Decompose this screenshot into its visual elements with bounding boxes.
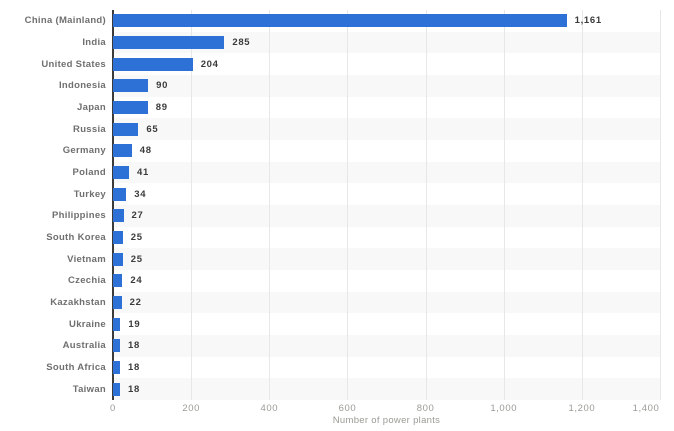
category-label: Germany — [62, 145, 106, 157]
bar-south-korea — [113, 231, 123, 244]
row-stripe — [113, 31, 660, 54]
gridline — [191, 10, 193, 400]
gridline — [503, 10, 505, 400]
row-stripe — [113, 378, 660, 400]
value-label: 18 — [128, 340, 140, 352]
x-axis-tick-label: 1,000 — [490, 403, 518, 414]
value-label: 204 — [200, 58, 219, 70]
gridline — [269, 10, 271, 400]
gridline — [347, 10, 349, 400]
category-label: China (Mainland) — [24, 15, 106, 27]
x-axis-tick-label: 0 — [110, 403, 116, 414]
x-axis-tick-label: 200 — [182, 403, 200, 414]
bar-turkey — [113, 187, 127, 201]
bar-germany — [113, 144, 132, 158]
bar-australia — [113, 339, 121, 353]
value-label: 19 — [128, 318, 141, 330]
category-label: Japan — [77, 101, 106, 113]
x-axis-title: Number of power plants — [332, 415, 441, 426]
category-label: Indonesia — [58, 80, 106, 92]
bar-poland — [113, 166, 130, 179]
bar-indonesia — [113, 79, 149, 93]
value-label: 89 — [155, 101, 168, 113]
row-stripe — [113, 161, 660, 184]
category-label: Turkey — [73, 188, 106, 200]
value-label: 27 — [131, 210, 144, 222]
value-label: 285 — [232, 36, 251, 48]
value-label: 25 — [130, 231, 143, 243]
value-label: 1,161 — [574, 15, 602, 27]
gridline — [581, 10, 583, 400]
x-axis-tick-label: 1,200 — [568, 403, 596, 414]
category-label: Russia — [73, 123, 106, 135]
value-label: 18 — [128, 383, 140, 395]
bar-ukraine — [113, 317, 121, 331]
bar-taiwan — [113, 382, 121, 396]
category-label: Philippines — [52, 210, 106, 222]
bar-japan — [113, 101, 148, 114]
x-axis-tick-label: 800 — [416, 403, 435, 414]
gridline — [660, 10, 661, 400]
row-stripe — [113, 75, 660, 97]
x-axis-tick-label: 600 — [338, 403, 357, 414]
bar-vietnam — [113, 252, 123, 266]
bar-china-mainland — [113, 14, 567, 28]
category-label: Kazakhstan — [50, 296, 106, 308]
category-label: United States — [41, 58, 106, 70]
bar-united-states — [113, 57, 193, 71]
row-stripe — [113, 335, 660, 357]
value-label: 24 — [130, 275, 143, 287]
bar-india — [113, 36, 225, 49]
value-label: 18 — [128, 361, 140, 373]
value-label: 41 — [137, 166, 149, 178]
bar-philippines — [113, 209, 124, 223]
row-stripe — [113, 205, 660, 227]
category-label: South Africa — [46, 361, 106, 373]
category-label: Taiwan — [72, 383, 106, 395]
x-axis-tick-label: 400 — [260, 403, 279, 414]
bar-south-africa — [113, 361, 121, 374]
value-label: 22 — [129, 296, 142, 308]
category-label: Ukraine — [69, 318, 106, 330]
row-stripe — [113, 248, 660, 270]
row-stripe — [113, 118, 660, 140]
category-label: Czechia — [67, 275, 106, 287]
bar-czechia — [113, 274, 123, 288]
bar-kazakhstan — [113, 296, 122, 309]
category-label: India — [82, 36, 106, 48]
value-label: 34 — [134, 188, 147, 200]
value-label: 48 — [139, 145, 152, 157]
row-stripe — [113, 291, 660, 314]
category-label: Vietnam — [67, 253, 106, 265]
bar-russia — [113, 122, 139, 136]
value-label: 65 — [146, 123, 159, 135]
value-label: 25 — [130, 253, 143, 265]
category-label: South Korea — [46, 231, 106, 243]
category-label: Poland — [72, 166, 106, 178]
value-label: 90 — [156, 80, 169, 92]
y-axis-line — [112, 10, 114, 400]
x-axis-tick-label: 1,400 — [632, 403, 660, 414]
category-label: Australia — [62, 340, 106, 352]
gridline — [425, 10, 427, 400]
